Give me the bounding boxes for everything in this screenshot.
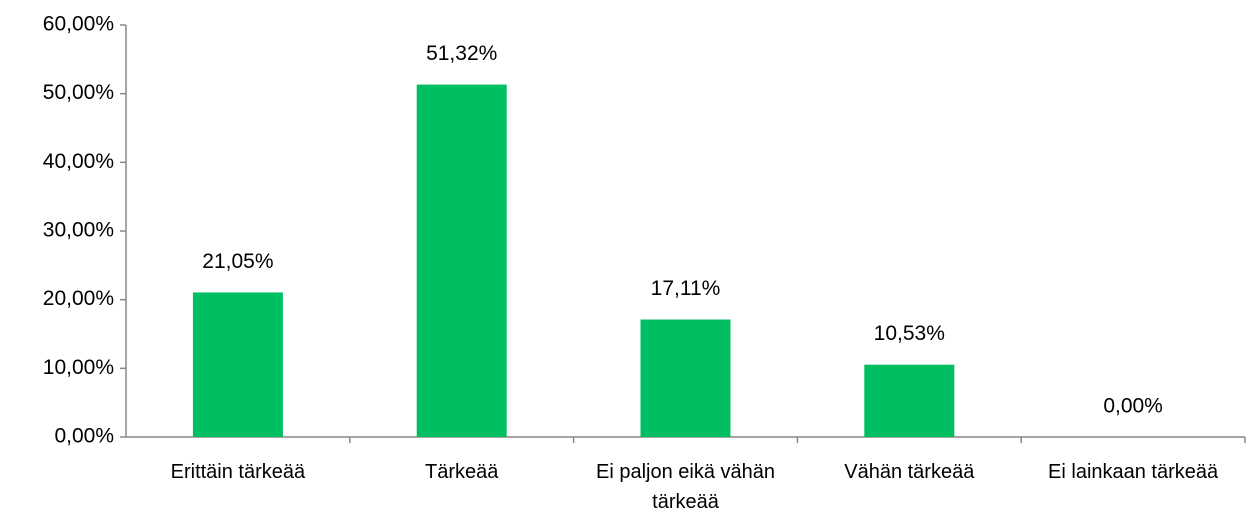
x-tick-label: Ei paljon eikä vähän tärkeää [595, 461, 775, 513]
bar [640, 319, 731, 437]
value-label: 10,53% [874, 322, 945, 345]
value-label: 21,05% [202, 250, 273, 273]
bar [416, 84, 507, 438]
y-tick-label: 10,00% [43, 356, 114, 379]
x-tick-label: Ei lainkaan tärkeää [1048, 461, 1219, 483]
x-tick-label: Erittäin tärkeää [170, 461, 306, 483]
y-tick-label: 20,00% [43, 287, 114, 310]
value-label: 51,32% [426, 42, 497, 65]
x-tick-label: Tärkeää [425, 461, 499, 483]
bar [864, 364, 955, 437]
y-tick-label: 30,00% [43, 219, 114, 242]
y-tick-label: 60,00% [43, 13, 114, 36]
value-label: 0,00% [1103, 395, 1163, 418]
y-tick-label: 50,00% [43, 81, 114, 104]
x-tick-label: Vähän tärkeää [844, 461, 975, 483]
y-tick-label: 0,00% [54, 425, 114, 448]
value-label: 17,11% [651, 277, 721, 300]
bar [192, 292, 283, 437]
y-tick-label: 40,00% [43, 150, 114, 173]
